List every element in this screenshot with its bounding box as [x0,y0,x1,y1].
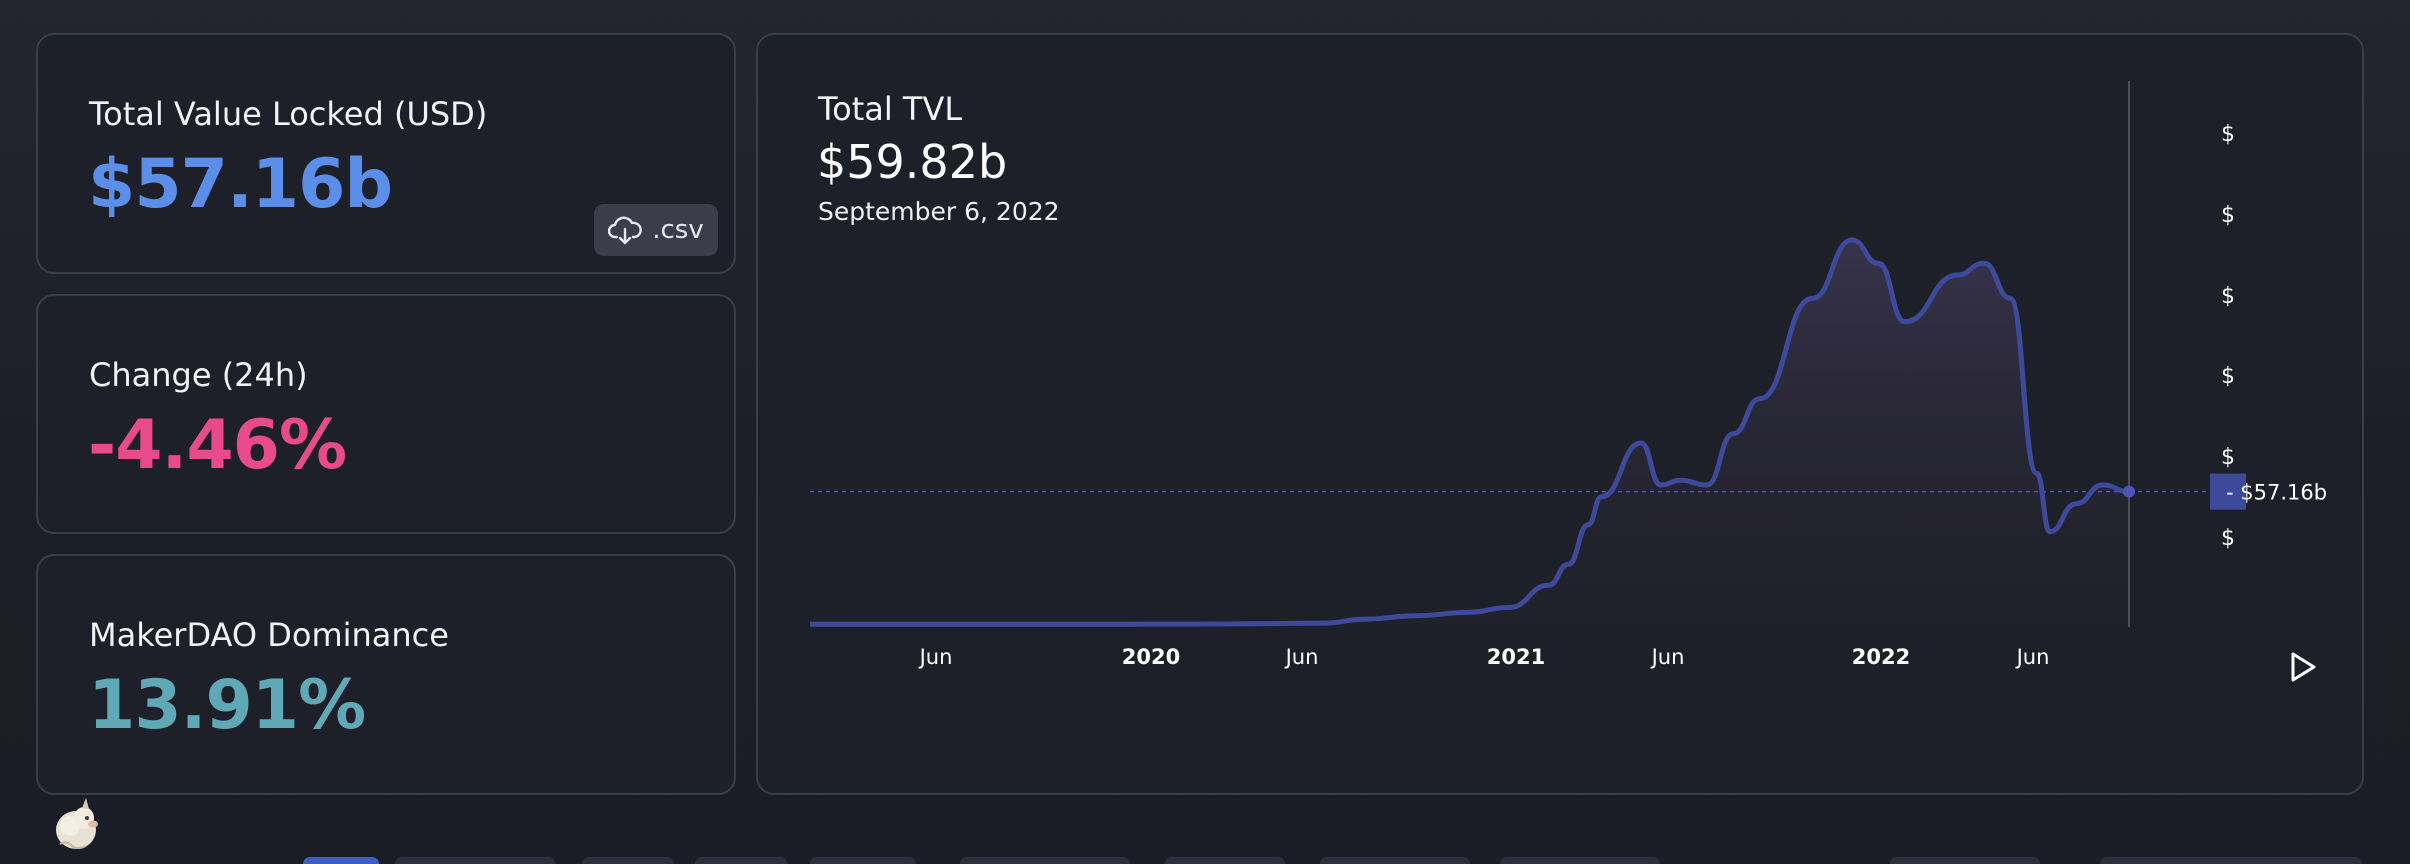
bottom-tab[interactable] [695,857,787,864]
change-24h-card: Change (24h) -4.46% [36,294,736,534]
x-axis-tick-label: Jun [918,645,953,669]
tvl-value: $57.16b [88,145,393,224]
download-csv-button[interactable]: .csv [594,204,718,256]
tvl-series-line [810,237,2130,627]
bottom-tab[interactable] [1890,857,2040,864]
hover-point [2123,485,2135,498]
cloud-download-icon [608,216,643,245]
bottom-tab[interactable] [1320,857,1470,864]
y-axis-tick-label: $ [2221,526,2235,551]
dominance-label: MakerDAO Dominance [89,616,449,654]
x-axis-tick-label: Jun [1284,645,1319,669]
x-axis-tick-label: 2020 [1122,645,1180,669]
bottom-tab[interactable] [2100,857,2362,864]
chart-hover-date: September 6, 2022 [818,197,1060,226]
bottom-tab[interactable] [810,857,916,864]
y-axis-tick-label: $ [2221,445,2235,470]
y-axis-tick-label: $ [2221,122,2235,147]
bottom-tab[interactable] [582,857,674,864]
dominance-card: MakerDAO Dominance 13.91% [36,554,736,795]
chart-hover-value: $59.82b [817,135,1008,189]
play-icon[interactable] [2283,647,2323,687]
y-axis-tick-label: $ [2221,203,2235,228]
y-axis-tick-label: $ [2221,364,2235,389]
bottom-tab[interactable] [395,857,555,864]
dominance-value: 13.91% [88,666,366,745]
change-value: -4.46% [88,406,347,485]
current-value-label: - $57.16b [2226,481,2327,505]
bottom-tab[interactable] [960,857,1130,864]
bottom-tab[interactable] [1165,857,1285,864]
change-label: Change (24h) [89,356,308,394]
tvl-chart[interactable]: $ $ $ $ $ $ - $57.16b Jun 2020 Jun 2021 Jun 2022 Jun [758,35,2366,797]
x-axis-tick-label: Jun [2015,645,2050,669]
current-value-badge [2210,473,2246,510]
x-axis-tick-label: 2022 [1852,645,1910,669]
x-axis-tick-label: Jun [1650,645,1685,669]
x-axis-tick-label: 2021 [1487,645,1545,669]
llama-mascot-icon [56,798,98,849]
tvl-chart-card: $ $ $ $ $ $ - $57.16b Jun 2020 Jun 2021 Jun 2022 Jun… [756,33,2364,795]
chart-title: Total TVL [818,90,963,128]
bottom-tab[interactable] [1500,857,1660,864]
total-value-locked-card: Total Value Locked (USD) $57.16b .csv [36,33,736,274]
csv-button-label: .csv [652,215,704,245]
tvl-area-fill [810,240,2129,625]
tvl-label: Total Value Locked (USD) [89,95,488,133]
bottom-tab-active[interactable] [303,857,379,864]
y-axis-tick-label: $ [2221,284,2235,309]
